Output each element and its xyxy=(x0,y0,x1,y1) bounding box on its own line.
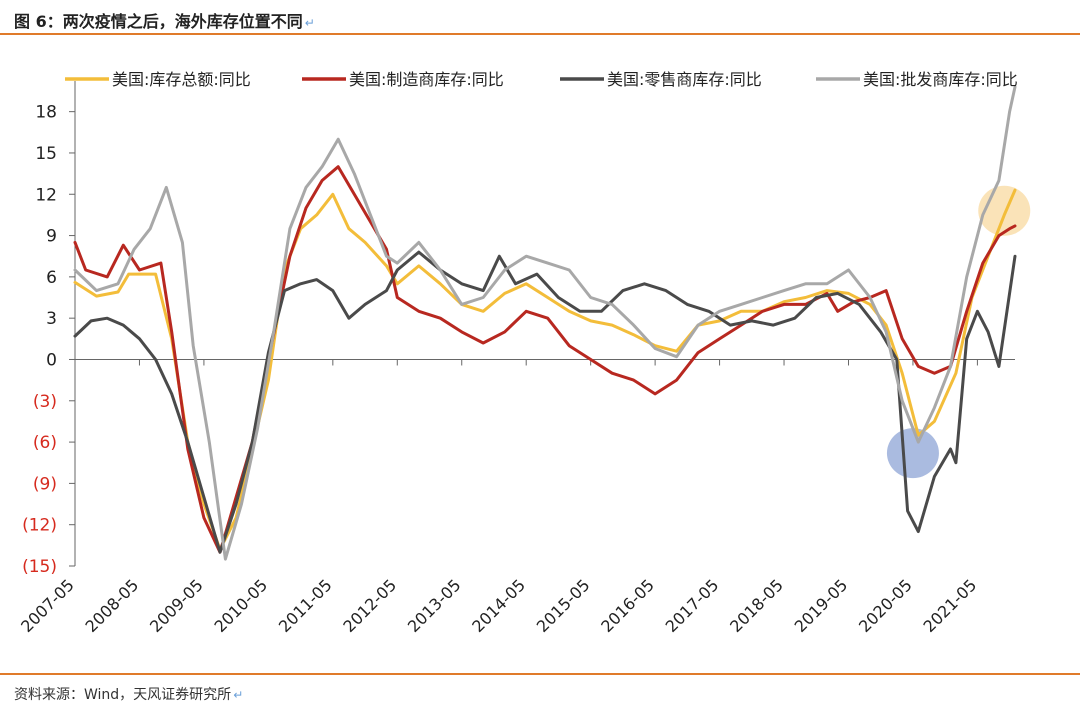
x-tick-label: 2008-05 xyxy=(82,575,143,636)
x-tick-label: 2019-05 xyxy=(791,575,852,636)
chart-series xyxy=(73,85,1017,561)
chart-legend: 美国:库存总额:同比 美国:制造商库存:同比 美国:零售商库存:同比 美国:批发商库存… xyxy=(65,70,1018,89)
y-tick-label: (15) xyxy=(22,557,57,577)
figure-title: 图 6：两次疫情之后，海外库存位置不同 ↵ xyxy=(14,8,315,32)
x-tick-label: 2017-05 xyxy=(662,575,723,636)
y-tick-label: (9) xyxy=(33,474,57,494)
x-tick-label: 2021-05 xyxy=(920,575,981,636)
header-rule xyxy=(0,33,1080,35)
x-tick-label: 2012-05 xyxy=(339,575,400,636)
x-tick-label: 2018-05 xyxy=(726,575,787,636)
y-tick-label: 18 xyxy=(35,103,57,123)
x-tick-label: 2020-05 xyxy=(855,575,916,636)
y-tick-label: (6) xyxy=(33,433,57,453)
source-text: 资料来源：Wind，天风证券研究所 xyxy=(14,687,232,703)
chart-axes: 18 15 12 9 6 3 0 (3) (6) (9) (12) (15)2007-05 2008-0… xyxy=(17,81,1015,636)
source-note: 资料来源：Wind，天风证券研究所 ↵ xyxy=(14,684,243,704)
y-tick-label: 6 xyxy=(46,268,57,288)
legend-label: 美国:批发商库存:同比 xyxy=(863,70,1018,89)
legend-label: 美国:库存总额:同比 xyxy=(112,70,251,89)
y-tick-label: 3 xyxy=(46,309,57,329)
figure-title-text: 图 6：两次疫情之后，海外库存位置不同 xyxy=(14,12,303,31)
y-tick-label: 15 xyxy=(35,144,57,164)
x-tick-label: 2016-05 xyxy=(597,575,658,636)
series-line xyxy=(73,85,1017,561)
paragraph-mark-icon: ↵ xyxy=(233,688,244,702)
y-tick-label: 9 xyxy=(46,227,57,247)
y-tick-label: (3) xyxy=(33,392,57,412)
legend-label: 美国:制造商库存:同比 xyxy=(349,70,504,89)
y-tick-label: (12) xyxy=(22,516,57,536)
x-tick-label: 2007-05 xyxy=(17,575,78,636)
footer-rule xyxy=(0,673,1080,675)
x-tick-label: 2009-05 xyxy=(146,575,207,636)
x-tick-label: 2011-05 xyxy=(275,575,336,636)
series-line xyxy=(73,250,1017,554)
x-tick-label: 2010-05 xyxy=(210,575,271,636)
y-tick-label: 0 xyxy=(46,350,57,370)
y-tick-label: 12 xyxy=(35,185,57,205)
x-tick-label: 2013-05 xyxy=(404,575,465,636)
paragraph-mark-icon: ↵ xyxy=(304,16,315,30)
highlight-circle xyxy=(886,428,939,479)
x-tick-label: 2015-05 xyxy=(533,575,594,636)
line-chart: 18 15 12 9 6 3 0 (3) (6) (9) (12) (15)2007-05 2008-0… xyxy=(17,70,1031,636)
x-tick-label: 2014-05 xyxy=(468,575,529,636)
legend-label: 美国:零售商库存:同比 xyxy=(607,70,762,89)
